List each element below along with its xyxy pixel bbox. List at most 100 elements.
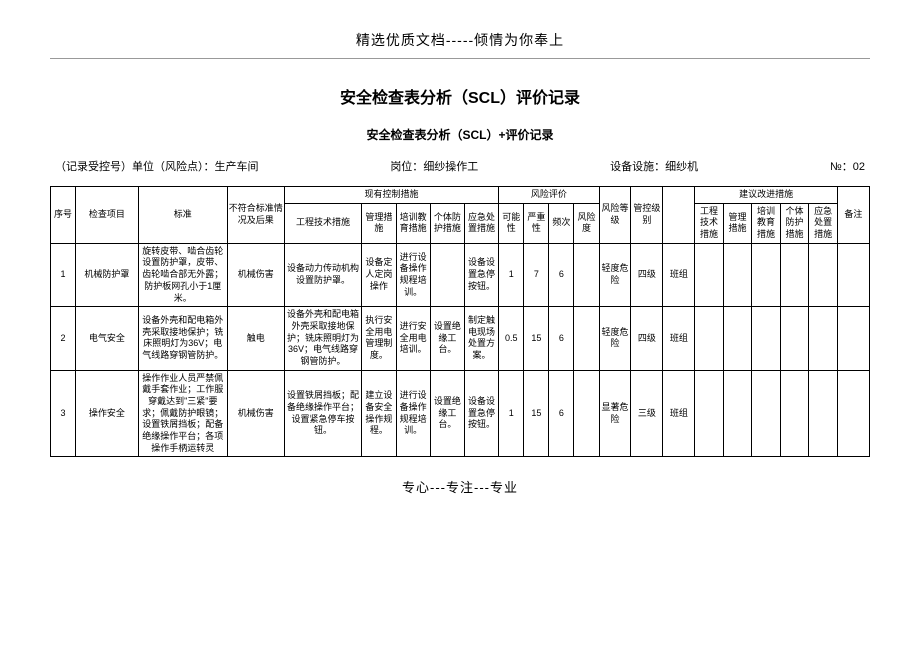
table-cell <box>780 370 809 457</box>
table-row: 2电气安全 设备外壳和配电箱外壳采取接地保护；铣床照明灯为36V；电气线路穿钢管防… <box>51 307 870 370</box>
table-cell: 建立设备安全操作规程。 <box>362 370 396 457</box>
meta-equipment-label: 设备设施： <box>610 161 665 173</box>
meta-equipment-value: 细纱机 <box>665 161 698 173</box>
table-cell: 三级 <box>631 370 663 457</box>
th-nonconformity: 不符合标准情况及后果 <box>227 187 284 244</box>
header-row-1: 序号 检查项目 标准 不符合标准情况及后果 现有控制措施 风险评价 风险等级 管… <box>51 187 870 204</box>
th-notes: 备注 <box>837 187 869 244</box>
table-cell: 进行设备操作规程培训。 <box>396 243 430 306</box>
table-cell: 0.5 <box>499 307 524 370</box>
th-ppe: 个体防护措施 <box>430 203 464 243</box>
document-title: 安全检查表分析（SCL）评价记录 <box>50 84 870 108</box>
table-cell <box>752 243 781 306</box>
th-management: 管理措施 <box>362 203 396 243</box>
meta-position-label: 岗位： <box>390 161 423 173</box>
table-cell: 1 <box>499 243 524 306</box>
table-cell: 设备设置急停按钮。 <box>464 370 498 457</box>
table-cell: 6 <box>549 370 574 457</box>
meta-position-value: 细纱操作工 <box>423 161 478 173</box>
table-row: 1机械防护罩旋转皮带、啮合齿轮设置防护罩，皮带、齿轮啮合部无外露；防护板网孔小于… <box>51 243 870 306</box>
table-cell <box>809 307 838 370</box>
table-cell: 6 <box>549 243 574 306</box>
th-s-management: 管理措施 <box>723 203 752 243</box>
th-risk-degree: 风险度 <box>574 203 599 243</box>
th-training: 培训教育措施 <box>396 203 430 243</box>
meta-row: （记录受控号）单位（风险点）：生产车间 岗位：细纱操作工 设备设施：细纱机 №：… <box>50 158 870 174</box>
table-cell: 6 <box>549 307 574 370</box>
table-cell: 机械伤害 <box>227 243 284 306</box>
table-cell: 四级 <box>631 243 663 306</box>
document-subtitle: 安全检查表分析（SCL）+评价记录 <box>50 126 870 143</box>
table-cell: 制定触电现场处置方案。 <box>464 307 498 370</box>
table-cell <box>837 307 869 370</box>
table-cell: 四级 <box>631 307 663 370</box>
table-cell <box>780 307 809 370</box>
table-cell: 轻度危险 <box>599 307 631 370</box>
table-cell: 旋转皮带、啮合齿轮设置防护罩，皮带、齿轮啮合部无外露；防护板网孔小于1厘米。 <box>138 243 227 306</box>
th-suggest-group: 建议改进措施 <box>695 187 838 204</box>
th-risk-group: 风险评价 <box>499 187 599 204</box>
th-severity: 严重性 <box>524 203 549 243</box>
table-cell <box>809 243 838 306</box>
table-cell <box>723 243 752 306</box>
table-cell: 15 <box>524 370 549 457</box>
meta-no-label: №： <box>830 161 853 173</box>
th-standard: 标准 <box>138 187 227 244</box>
th-s-training: 培训教育措施 <box>752 203 781 243</box>
table-cell: 操作作业人员严禁佩戴手套作业；工作服穿戴达到"三紧"要求；佩戴防护眼镜；设置铁屑… <box>138 370 227 457</box>
table-cell: 1 <box>499 370 524 457</box>
header-divider <box>50 58 870 59</box>
table-cell <box>723 370 752 457</box>
th-seq: 序号 <box>51 187 76 244</box>
table-cell <box>695 243 724 306</box>
th-existing-group: 现有控制措施 <box>284 187 498 204</box>
table-cell: 进行安全用电培训。 <box>396 307 430 370</box>
table-cell: 设备定人定岗操作 <box>362 243 396 306</box>
table-body: 1机械防护罩旋转皮带、啮合齿轮设置防护罩，皮带、齿轮啮合部无外露；防护板网孔小于… <box>51 243 870 457</box>
table-cell <box>752 307 781 370</box>
table-cell: 电气安全 <box>76 307 139 370</box>
table-cell: 2 <box>51 307 76 370</box>
table-cell: 设备外壳和配电箱外壳采取接地保护；铣床照明灯为36V；电气线路穿钢管防护。 <box>284 307 362 370</box>
meta-equipment: 设备设施：细纱机 <box>610 158 698 174</box>
table-cell <box>695 370 724 457</box>
table-cell: 班组 <box>663 307 695 370</box>
table-cell: 15 <box>524 307 549 370</box>
table-row: 3操作安全操作作业人员严禁佩戴手套作业；工作服穿戴达到"三紧"要求；佩戴防护眼镜… <box>51 370 870 457</box>
table-cell: 显著危险 <box>599 370 631 457</box>
page-header: 精选优质文档-----倾情为你奉上 <box>50 30 870 50</box>
table-cell <box>574 370 599 457</box>
table-cell: 设备动力传动机构设置防护罩。 <box>284 243 362 306</box>
table-cell <box>809 370 838 457</box>
table-cell: 轻度危险 <box>599 243 631 306</box>
meta-unit-label: （记录受控号）单位（风险点）： <box>55 161 215 173</box>
table-cell: 操作安全 <box>76 370 139 457</box>
meta-position: 岗位：细纱操作工 <box>390 158 478 174</box>
table-cell <box>574 243 599 306</box>
th-mgmt-level2 <box>663 187 695 244</box>
table-cell <box>430 243 464 306</box>
table-cell: 进行设备操作规程培训。 <box>396 370 430 457</box>
table-cell: 7 <box>524 243 549 306</box>
th-emergency: 应急处置措施 <box>464 203 498 243</box>
page-footer: 专心---专注---专业 <box>50 477 870 496</box>
table-cell: 设置绝缘工台。 <box>430 370 464 457</box>
table-cell: 1 <box>51 243 76 306</box>
table-cell: 机械伤害 <box>227 370 284 457</box>
table-cell <box>695 307 724 370</box>
table-cell <box>780 243 809 306</box>
table-cell <box>574 307 599 370</box>
th-s-emergency: 应急处置措施 <box>809 203 838 243</box>
table-cell <box>837 370 869 457</box>
table-cell: 触电 <box>227 307 284 370</box>
meta-number: №：02 <box>830 158 865 174</box>
th-s-engineering: 工程技术措施 <box>695 203 724 243</box>
table-cell <box>752 370 781 457</box>
table-cell: 班组 <box>663 370 695 457</box>
meta-unit: （记录受控号）单位（风险点）：生产车间 <box>55 158 259 174</box>
table-cell: 设置铁屑挡板；配备绝缘操作平台；设置紧急停车按钮。 <box>284 370 362 457</box>
th-s-ppe: 个体防护措施 <box>780 203 809 243</box>
meta-unit-value: 生产车间 <box>215 161 259 173</box>
th-engineering: 工程技术措施 <box>284 203 362 243</box>
th-likelihood: 可能性 <box>499 203 524 243</box>
